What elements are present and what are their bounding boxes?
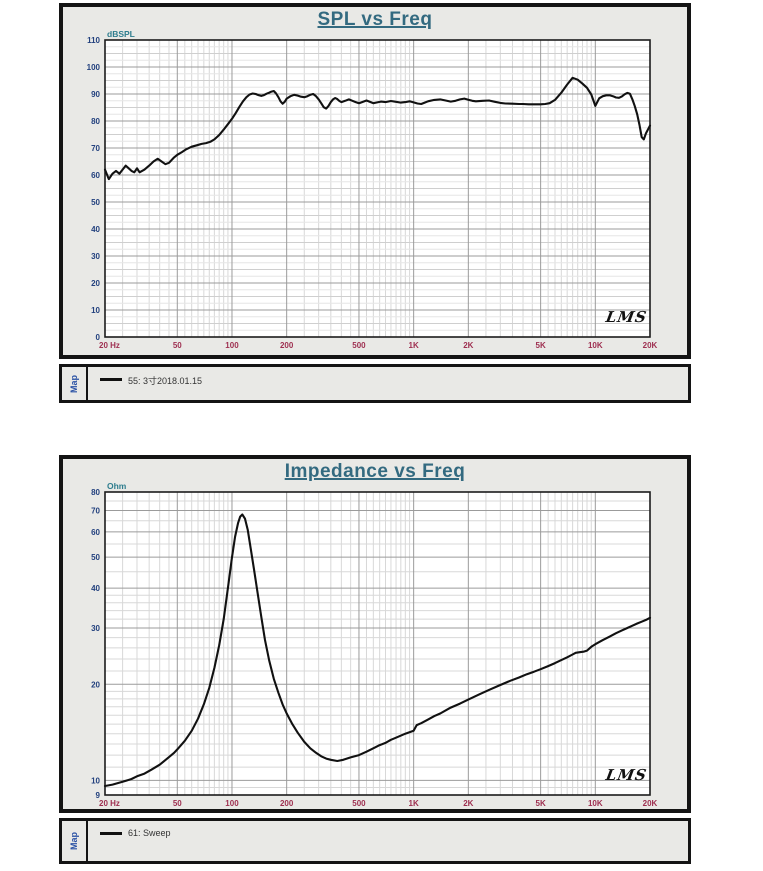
impedance-legend-item[interactable]: 61: Sweep [88, 821, 688, 861]
legend-line-swatch [100, 378, 122, 381]
x-tick-label: 50 [173, 341, 182, 350]
y-tick-label: 20 [91, 279, 100, 288]
x-tick-label: 20 Hz [99, 341, 120, 350]
spl-unit-label: dBSPL [107, 29, 135, 39]
y-tick-label: 40 [91, 584, 100, 593]
x-tick-label: 100 [225, 341, 239, 350]
x-tick-label: 5K [536, 799, 546, 808]
legend-line-swatch [100, 832, 122, 835]
x-tick-label: 20 Hz [99, 799, 120, 808]
y-tick-label: 0 [96, 333, 101, 342]
y-tick-label: 70 [91, 507, 100, 516]
x-tick-label: 10K [588, 799, 603, 808]
impedance-legend-box: Map 61: Sweep [59, 818, 691, 864]
spl-chart-panel: SPL vs Freq dBSPL 20 Hz 50 100 200 500 1K 2K 5K… [59, 3, 691, 359]
y-tick-label: 10 [91, 776, 100, 785]
x-tick-label: 1K [409, 799, 419, 808]
y-tick-label: 50 [91, 553, 100, 562]
y-tick-label: 50 [91, 198, 100, 207]
x-tick-label: 500 [352, 341, 366, 350]
y-tick-label: 100 [87, 63, 101, 72]
spl-legend-label: 55: 3寸2018.01.15 [128, 376, 203, 386]
y-tick-label: 20 [91, 680, 100, 689]
plot-background [105, 492, 650, 795]
spl-legend-item[interactable]: 55: 3寸2018.01.15 [88, 367, 688, 400]
x-tick-label: 200 [280, 799, 294, 808]
lms-logo: LMS [604, 308, 649, 326]
impedance-chart-panel: Impedance vs Freq Ohm 20 Hz 50 100 200 500 1K… [59, 455, 691, 813]
x-tick-label: 5K [536, 341, 546, 350]
spl-chart-title: SPL vs Freq [317, 9, 433, 30]
x-tick-label: 2K [463, 341, 473, 350]
y-tick-label: 70 [91, 144, 100, 153]
data-curve [103, 513, 652, 788]
x-tick-label: 100 [225, 799, 239, 808]
plot-border [104, 39, 651, 338]
map-tab-label: Map [69, 374, 79, 393]
x-tick-label: 50 [173, 799, 182, 808]
y-tick-label: 60 [91, 528, 100, 537]
x-tick-label: 1K [409, 341, 419, 350]
plot-border [104, 491, 651, 796]
impedance-unit-label: Ohm [107, 481, 127, 491]
x-tick-label: 20K [643, 799, 658, 808]
y-tick-label: 80 [91, 117, 100, 126]
impedance-chart-title: Impedance vs Freq [284, 461, 466, 482]
x-tick-label: 500 [352, 799, 366, 808]
map-tab-label: Map [69, 832, 79, 850]
y-tick-label: 80 [91, 488, 100, 497]
x-tick-label: 20K [643, 341, 658, 350]
y-tick-label: 30 [91, 624, 100, 633]
y-tick-label: 60 [91, 171, 100, 180]
y-tick-label: 90 [91, 90, 100, 99]
x-tick-label: 200 [280, 341, 294, 350]
lms-logo: LMS [604, 766, 649, 784]
y-tick-label: 40 [91, 225, 100, 234]
y-tick-label: 9 [96, 791, 101, 800]
map-tab[interactable]: Map [62, 821, 88, 861]
x-tick-label: 2K [463, 799, 473, 808]
spl-chart-plot: 20 Hz 50 100 200 500 1K 2K 5K 10K 20K 0 10 20 30 40 50 6… [87, 36, 658, 350]
x-tick-label: 10K [588, 341, 603, 350]
map-tab[interactable]: Map [62, 367, 88, 400]
y-tick-label: 110 [87, 36, 100, 45]
y-tick-label: 10 [91, 306, 100, 315]
impedance-legend-label: 61: Sweep [128, 828, 171, 838]
spl-legend-box: Map 55: 3寸2018.01.15 [59, 364, 691, 403]
data-curve [103, 76, 652, 181]
y-tick-label: 30 [91, 252, 100, 261]
impedance-chart-plot: 20 Hz 50 100 200 500 1K 2K 5K 10K 20K 9 10 20 30 40 50 6… [91, 488, 658, 808]
